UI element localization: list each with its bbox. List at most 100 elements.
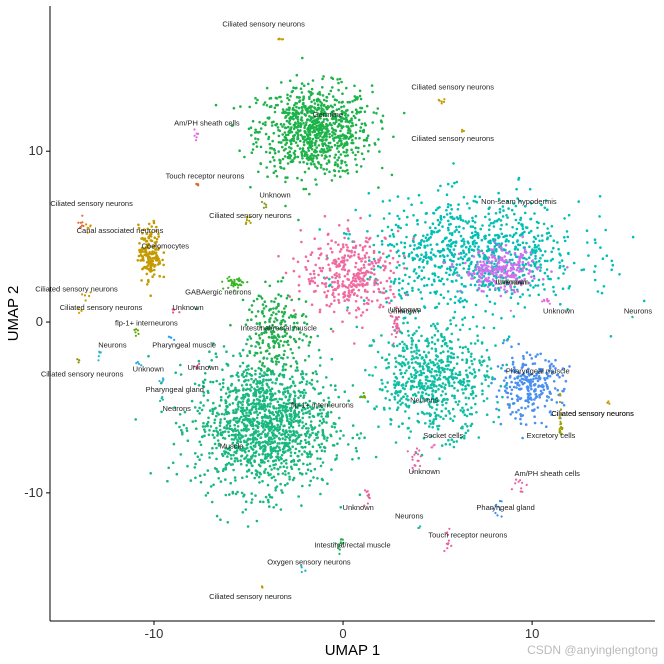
data-point (338, 437, 342, 440)
data-point (308, 433, 312, 437)
data-point (343, 263, 347, 266)
data-point (255, 398, 259, 401)
data-point (339, 166, 342, 169)
data-point (544, 250, 547, 253)
data-point (232, 354, 235, 358)
data-point (422, 371, 426, 375)
data-point (392, 372, 396, 376)
data-point (420, 201, 423, 204)
data-point (238, 352, 242, 355)
data-point (145, 261, 149, 264)
data-point (144, 253, 148, 256)
data-point (273, 434, 277, 437)
data-point (308, 450, 312, 454)
data-point (568, 365, 571, 368)
data-point (247, 438, 250, 441)
data-point (322, 113, 326, 117)
data-point (353, 84, 356, 88)
data-point (277, 458, 281, 462)
data-point (302, 141, 306, 144)
data-point (230, 284, 233, 287)
data-point (453, 268, 457, 272)
data-point (424, 251, 428, 254)
data-point (447, 355, 450, 358)
data-point (442, 350, 445, 354)
data-point (415, 349, 419, 352)
data-point (276, 444, 279, 448)
data-point (404, 384, 408, 388)
data-point (251, 433, 255, 436)
data-point (364, 240, 368, 243)
data-point (362, 271, 366, 275)
data-point (464, 403, 468, 406)
data-point (186, 464, 189, 468)
data-point (453, 217, 456, 220)
data-point (306, 259, 310, 263)
data-point (273, 110, 277, 114)
data-point (245, 383, 248, 386)
data-point (258, 375, 262, 379)
data-point (247, 403, 251, 407)
data-point (380, 239, 384, 243)
data-point (248, 458, 251, 461)
data-point (527, 367, 530, 371)
data-point (558, 261, 561, 264)
data-point (247, 127, 251, 131)
data-point (452, 162, 455, 165)
data-point (294, 101, 297, 105)
data-point (383, 408, 386, 411)
data-point (284, 126, 288, 130)
data-point (382, 268, 386, 272)
data-point (351, 279, 355, 282)
data-point (458, 225, 461, 228)
data-point (273, 466, 276, 470)
data-point (406, 215, 409, 219)
cluster-points (214, 56, 406, 222)
data-point (265, 86, 269, 90)
data-point (258, 405, 262, 409)
data-point (314, 178, 317, 181)
data-point (410, 346, 413, 350)
data-point (529, 217, 532, 221)
data-point (262, 395, 266, 398)
data-point (410, 361, 414, 365)
data-point (283, 330, 287, 334)
data-point (528, 374, 531, 377)
data-point (389, 422, 393, 426)
data-point (263, 390, 267, 394)
data-point (525, 241, 528, 245)
data-point (446, 254, 449, 257)
data-point (241, 400, 245, 403)
data-point (317, 443, 321, 447)
data-point (256, 426, 260, 430)
data-point (360, 278, 364, 281)
data-point (259, 162, 262, 165)
data-point (294, 141, 298, 144)
data-point (548, 390, 551, 394)
data-point (415, 247, 419, 250)
data-point (422, 368, 425, 371)
data-point (292, 417, 296, 421)
data-point (245, 342, 248, 346)
data-point (468, 245, 472, 248)
data-point (179, 453, 183, 456)
data-point (308, 484, 311, 487)
data-point (437, 275, 440, 279)
data-point (316, 112, 320, 115)
data-point (311, 371, 315, 375)
data-point (404, 293, 408, 297)
data-point (278, 417, 282, 420)
data-point (291, 380, 295, 383)
data-point (351, 458, 354, 461)
data-point (365, 251, 369, 255)
data-point (598, 195, 602, 198)
data-point (225, 350, 228, 354)
data-point (410, 336, 413, 340)
data-point (308, 412, 312, 416)
data-point (356, 433, 359, 437)
data-point (419, 369, 422, 373)
data-point (134, 418, 137, 421)
data-point (282, 451, 286, 455)
data-point (540, 369, 543, 373)
data-point (462, 381, 466, 384)
